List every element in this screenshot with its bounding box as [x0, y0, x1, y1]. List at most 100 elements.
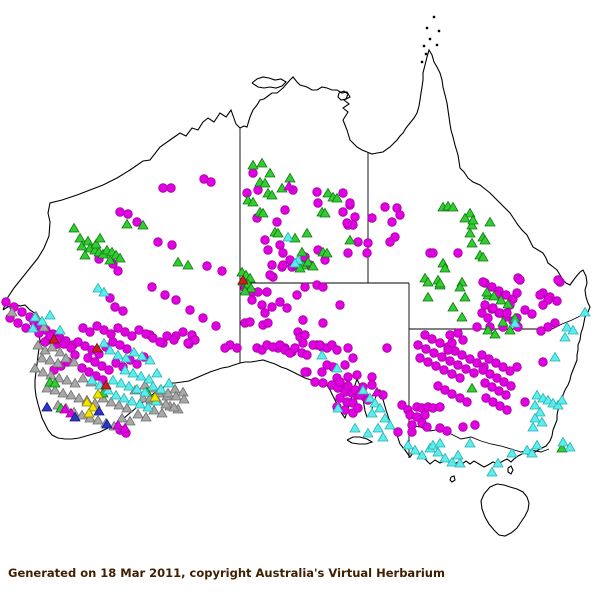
cyan-triangle-records-marker	[331, 362, 343, 373]
gray-triangle-records-marker	[49, 384, 61, 395]
magenta-circle-records-marker	[278, 260, 288, 270]
island-speck	[420, 60, 424, 64]
australia-map-svg	[1, 15, 591, 537]
magenta-triangle-records-marker	[371, 386, 383, 397]
gray-triangle-records-marker	[124, 415, 136, 426]
green-triangle-records-marker	[322, 187, 334, 198]
cyan-triangle-records-marker	[529, 412, 541, 423]
magenta-circle-records-marker	[515, 275, 525, 285]
navy-triangle-records-marker	[69, 411, 81, 422]
gray-triangle-records-marker	[53, 372, 65, 383]
magenta-circle-records-marker	[292, 290, 302, 300]
green-triangle-records-marker	[259, 177, 271, 188]
magenta-circle-records-marker	[257, 300, 267, 310]
magenta-circle-records-marker	[502, 405, 512, 415]
magenta-circle-records-marker	[1, 297, 11, 307]
magenta-circle-records-marker	[538, 357, 548, 367]
cyan-triangle-records-marker	[120, 352, 132, 363]
green-triangle-records-marker	[459, 291, 471, 302]
green-triangle-records-marker	[79, 249, 91, 260]
cyan-triangle-records-marker	[128, 346, 140, 357]
green-triangle-records-marker	[296, 246, 308, 257]
magenta-circle-records-marker	[298, 315, 308, 325]
magenta-circle-records-marker	[470, 420, 480, 430]
magenta-circle-records-marker	[247, 295, 257, 305]
magenta-circle-records-marker	[275, 240, 285, 250]
cyan-triangle-records-marker	[362, 427, 374, 438]
magenta-circle-records-marker	[552, 296, 562, 306]
yellow-triangle-records-marker	[81, 396, 93, 407]
gray-triangle-records-marker	[46, 341, 58, 352]
magenta-triangle-records-marker	[283, 180, 295, 191]
magenta-circle-records-marker	[162, 331, 172, 341]
magenta-circle-records-marker	[520, 397, 530, 407]
coastline	[449, 475, 456, 483]
magenta-circle-records-marker	[302, 350, 312, 360]
red-triangle-records-marker	[48, 333, 60, 344]
green-triangle-records-marker	[477, 251, 489, 262]
cyan-triangle-records-marker	[377, 431, 389, 442]
magenta-circle-records-marker	[260, 308, 270, 318]
magenta-circle-records-marker	[340, 360, 350, 370]
gray-triangle-records-marker	[54, 346, 66, 357]
gray-triangle-records-marker	[113, 399, 125, 410]
magenta-circle-records-marker	[439, 365, 449, 375]
magenta-circle-records-marker	[84, 367, 94, 377]
magenta-circle-records-marker	[300, 367, 310, 377]
gray-triangle-records-marker	[41, 382, 53, 393]
magenta-circle-records-marker	[315, 340, 325, 350]
navy-triangle-records-marker	[41, 401, 53, 412]
cyan-triangle-records-marker	[131, 383, 143, 394]
gray-triangle-records-marker	[121, 402, 133, 413]
magenta-circle-records-marker	[494, 386, 504, 396]
gray-triangle-records-marker	[140, 411, 152, 422]
green-triangle-records-marker	[239, 285, 251, 296]
magenta-circle-records-marker	[472, 358, 482, 368]
green-triangle-records-marker	[502, 298, 514, 309]
magenta-circle-records-marker	[290, 343, 300, 353]
magenta-circle-records-marker	[70, 350, 80, 360]
magenta-circle-records-marker	[141, 329, 151, 339]
green-triangle-records-marker	[90, 238, 102, 249]
magenta-circle-records-marker	[484, 354, 494, 364]
cyan-triangle-records-marker	[366, 407, 378, 418]
magenta-circle-records-marker	[83, 353, 93, 363]
gray-triangle-records-marker	[65, 389, 77, 400]
green-triangle-records-marker	[301, 227, 313, 238]
magenta-circle-records-marker	[263, 318, 273, 328]
cyan-triangle-records-marker	[552, 399, 564, 410]
gray-triangle-records-marker	[73, 392, 85, 403]
magenta-circle-records-marker	[353, 237, 363, 247]
magenta-circle-records-marker	[134, 325, 144, 335]
magenta-circle-records-marker	[178, 327, 188, 337]
cyan-triangle-records-marker	[409, 444, 421, 455]
magenta-circle-records-marker	[343, 372, 353, 382]
green-triangle-records-marker	[68, 222, 80, 233]
magenta-circle-records-marker	[127, 331, 137, 341]
magenta-circle-records-marker	[445, 356, 455, 366]
cyan-triangle-records-marker	[379, 412, 391, 423]
cyan-triangle-records-marker	[107, 374, 119, 385]
magenta-circle-records-marker	[435, 402, 445, 412]
magenta-circle-records-marker	[132, 359, 142, 369]
magenta-circle-records-marker	[104, 365, 114, 375]
gray-triangle-records-marker	[178, 393, 190, 404]
magenta-circle-records-marker	[437, 352, 447, 362]
cyan-triangle-records-marker	[402, 439, 414, 450]
magenta-circle-records-marker	[160, 290, 170, 300]
magenta-circle-records-marker	[267, 260, 277, 270]
coastline	[251, 76, 287, 89]
magenta-circle-records-marker	[543, 322, 553, 332]
magenta-circle-records-marker	[431, 361, 441, 371]
magenta-circle-records-marker	[113, 266, 123, 276]
island-speck	[422, 44, 426, 48]
magenta-circle-records-marker	[272, 217, 282, 227]
cyan-triangle-records-marker	[104, 344, 116, 355]
magenta-circle-records-marker	[278, 248, 288, 258]
magenta-circle-records-marker	[385, 237, 395, 247]
cyan-triangle-records-marker	[316, 349, 328, 360]
green-triangle-records-marker	[74, 232, 86, 243]
magenta-circle-records-marker	[447, 338, 457, 348]
magenta-circle-records-marker	[120, 327, 130, 337]
magenta-circle-records-marker	[485, 369, 495, 379]
